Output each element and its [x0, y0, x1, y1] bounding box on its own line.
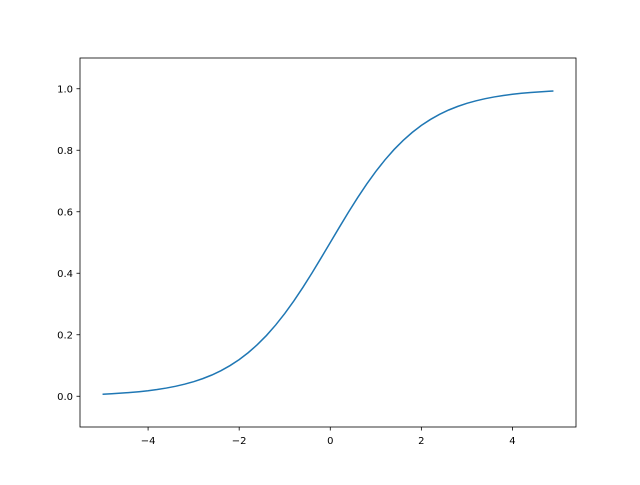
x-axis: −4 −2 0 2 4: [141, 427, 516, 447]
x-tick-label: 0: [327, 436, 333, 447]
axes-frame: [79, 57, 577, 428]
x-tick-label: 4: [509, 436, 515, 447]
y-tick-label: 0.0: [57, 392, 73, 403]
y-tick-label: 1.0: [57, 84, 73, 95]
y-tick-label: 0.2: [57, 330, 73, 341]
x-tick-label: −2: [232, 436, 247, 447]
y-tick-label: 0.8: [57, 146, 73, 157]
series-line-0: [102, 90, 554, 395]
y-axis: 0.0 0.2 0.4 0.6 0.8 1.0: [57, 84, 80, 403]
x-tick-label: 2: [418, 436, 424, 447]
y-tick-label: 0.4: [57, 269, 73, 280]
plot-area: [102, 90, 554, 395]
x-tick-label: −4: [141, 436, 156, 447]
y-tick-label: 0.6: [57, 207, 73, 218]
